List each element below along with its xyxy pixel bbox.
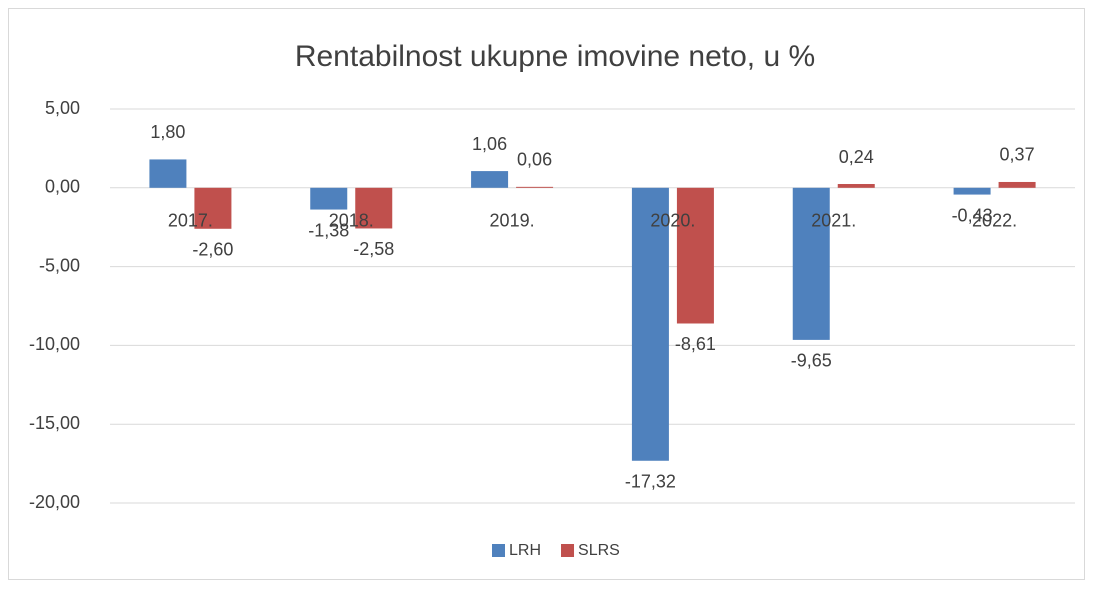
bar: [149, 159, 187, 188]
bar: [837, 184, 875, 188]
value-label: -17,32: [625, 472, 676, 492]
value-label: -1,38: [308, 220, 349, 240]
y-tick-label: 0,00: [45, 177, 80, 197]
chart-title: Rentabilnost ukupne imovine neto, u %: [295, 40, 815, 73]
bar: [310, 187, 348, 210]
bar: [792, 187, 830, 340]
value-label: -2,60: [192, 240, 233, 260]
bar: [998, 181, 1036, 188]
value-label: -8,61: [675, 334, 716, 354]
bar: [953, 187, 991, 195]
y-tick-label: -15,00: [29, 413, 80, 433]
value-label: 0,06: [517, 150, 552, 170]
legend-label: SLRS: [578, 542, 620, 559]
value-label: 0,37: [1000, 145, 1035, 165]
value-label: 1,06: [472, 134, 507, 154]
chart-frame: [8, 8, 1085, 580]
legend-swatch: [492, 544, 505, 557]
value-label: 0,24: [839, 147, 874, 167]
value-label: -0,43: [952, 205, 993, 225]
bar: [676, 187, 714, 324]
legend-swatch: [561, 544, 575, 557]
value-label: -9,65: [791, 351, 832, 371]
bar: [355, 187, 393, 229]
bar: [631, 187, 669, 461]
x-tick-label: 2021.: [811, 211, 856, 231]
value-label: 1,80: [150, 122, 185, 142]
x-tick-label: 2017.: [168, 211, 213, 231]
legend-label: LRH: [509, 542, 541, 559]
y-tick-label: 5,00: [45, 98, 80, 118]
x-tick-label: 2022.: [972, 211, 1017, 231]
bar: [516, 186, 554, 188]
x-tick-label: 2019.: [490, 211, 535, 231]
bar: [194, 187, 232, 229]
value-label: -2,58: [353, 239, 394, 259]
y-tick-label: -5,00: [39, 255, 80, 275]
y-tick-label: -10,00: [29, 334, 80, 354]
y-tick-label: -20,00: [29, 492, 80, 512]
x-tick-label: 2020.: [650, 211, 695, 231]
bar: [471, 171, 509, 188]
x-tick-label: 2018.: [329, 211, 374, 231]
